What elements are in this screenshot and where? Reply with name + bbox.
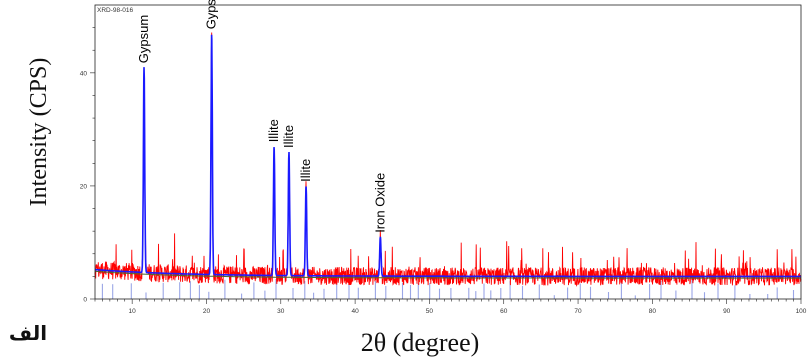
x-tick-label: 60 <box>500 308 508 315</box>
reference-lines <box>101 277 795 299</box>
sample-id-label: XRD-98-016 <box>97 7 134 14</box>
series-background <box>94 270 801 279</box>
panel-label: الف <box>9 323 47 345</box>
y-axis-label: Intensity (CPS) <box>26 58 52 207</box>
x-tick-label: 30 <box>277 308 285 315</box>
y-axis-ticks: 0 20 40 <box>80 27 95 304</box>
x-tick-label: 20 <box>203 308 211 315</box>
series-fitted <box>95 34 801 278</box>
peak-label: Iron Oxide <box>372 173 387 233</box>
x-tick-label: 70 <box>574 308 582 315</box>
plot-area <box>94 32 802 299</box>
x-tick-label: 80 <box>649 308 657 315</box>
x-tick-label: 50 <box>426 308 434 315</box>
y-tick-label: 40 <box>80 70 88 77</box>
peak-label: Gypsum <box>204 0 219 29</box>
x-axis-ticks: 10 20 30 40 50 60 70 80 90 100 <box>94 299 807 315</box>
y-tick-label: 0 <box>83 297 87 304</box>
peak-label: Illite <box>298 159 313 182</box>
x-tick-label: 40 <box>351 308 359 315</box>
x-tick-label: 10 <box>129 308 137 315</box>
peak-label: Illite <box>281 125 296 148</box>
peak-label: Illite <box>266 119 281 142</box>
x-axis-label: 2θ (degree) <box>361 328 480 357</box>
plot-frame <box>94 4 802 300</box>
y-tick-label: 20 <box>80 183 88 190</box>
x-tick-label: 90 <box>723 308 731 315</box>
peak-label: Gypsum <box>136 15 151 63</box>
series-observed <box>94 32 802 287</box>
x-tick-label: 100 <box>796 308 807 315</box>
